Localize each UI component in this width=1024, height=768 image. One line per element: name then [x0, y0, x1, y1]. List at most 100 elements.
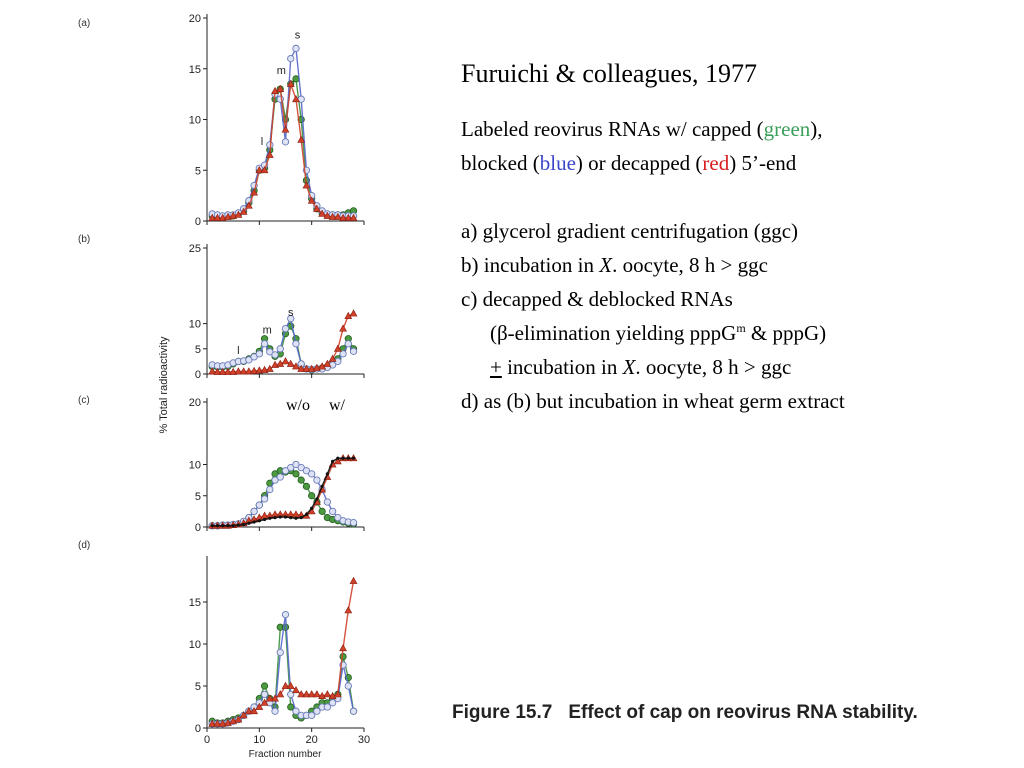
- description-line-2: blocked (blue) or decapped (red) 5’-end: [461, 151, 797, 175]
- panel-b: (b) 0 5 10 25 l m s: [78, 234, 365, 381]
- item-c-sub: (β-elimination yielding pppGm & pppG): [490, 321, 827, 345]
- data-point-blue: [281, 138, 290, 146]
- data-point-black: [231, 524, 235, 528]
- data-point-red: [333, 344, 342, 352]
- series-line-black: [212, 457, 354, 527]
- x-axis-title: Fraction number: [249, 749, 322, 760]
- y-tick-label: 5: [195, 165, 201, 177]
- data-point-blue: [250, 507, 258, 516]
- data-point-green: [297, 476, 305, 484]
- data-point-red: [344, 311, 353, 319]
- data-point-blue: [276, 473, 284, 481]
- data-point-red: [323, 690, 332, 698]
- data-point-red: [297, 364, 306, 372]
- data-point-red: [229, 367, 238, 375]
- data-point-blue: [349, 707, 358, 715]
- data-point-red: [213, 367, 222, 375]
- data-point-blue: [302, 467, 311, 475]
- data-point-black: [210, 524, 214, 528]
- data-point-blue: [292, 340, 300, 348]
- data-point-blue: [349, 347, 358, 355]
- data-point-red: [292, 362, 300, 370]
- data-point-red: [302, 364, 311, 372]
- data-point-red: [213, 213, 222, 221]
- data-point-red: [344, 606, 353, 614]
- panel-d: (d) 0 5 10 15: [78, 540, 365, 735]
- red-word: red: [702, 151, 730, 175]
- data-point-red: [239, 207, 248, 215]
- peak-label: s: [295, 29, 301, 41]
- data-point-blue: [255, 501, 263, 509]
- item-b: b) incubation in X. oocyte, 8 h > ggc: [461, 253, 768, 277]
- peak-label: s: [288, 307, 294, 319]
- data-point-blue: [349, 518, 358, 527]
- y-tick-label: 0: [195, 522, 201, 534]
- data-point-blue: [271, 476, 279, 484]
- data-point-blue: [292, 707, 300, 715]
- data-point-black: [341, 456, 345, 460]
- data-point-red: [260, 166, 269, 174]
- data-point-red: [333, 690, 342, 698]
- y-tick-label: 10: [189, 319, 201, 331]
- data-point-blue: [271, 351, 279, 359]
- y-tick-label: 10: [189, 460, 201, 472]
- data-point-black: [351, 456, 356, 460]
- data-point-blue: [308, 470, 316, 478]
- y-axis-title: % Total radioactivity: [158, 336, 170, 434]
- data-point-blue: [287, 54, 295, 63]
- data-point-black: [242, 522, 246, 527]
- data-point-blue: [276, 345, 284, 353]
- data-point-red: [224, 367, 232, 375]
- data-point-red: [271, 86, 279, 94]
- data-point-red: [265, 694, 274, 702]
- data-point-red: [239, 711, 248, 719]
- data-point-black: [273, 516, 277, 520]
- data-point-red: [218, 213, 227, 221]
- data-point-red: [208, 719, 217, 727]
- item-d: d) as (b) but incubation in wheat germ e…: [461, 389, 845, 413]
- data-point-red: [281, 125, 290, 133]
- data-point-blue: [260, 690, 269, 699]
- panel-label: (c): [78, 395, 90, 406]
- data-point-black: [315, 497, 319, 501]
- data-point-red: [307, 196, 316, 204]
- data-point-green: [287, 703, 295, 711]
- data-point-blue: [323, 703, 332, 711]
- peak-label: m: [263, 325, 272, 337]
- annotation-with: w/: [329, 397, 346, 414]
- data-point-blue: [328, 699, 337, 707]
- data-point-red: [255, 366, 264, 374]
- data-point-blue: [328, 507, 337, 516]
- data-point-red: [318, 362, 327, 370]
- data-point-black: [226, 524, 230, 528]
- x-tick-label: 30: [358, 734, 370, 746]
- data-point-black: [325, 472, 329, 476]
- data-point-red: [276, 690, 285, 698]
- data-point-red: [260, 365, 269, 373]
- panel-label: (d): [78, 540, 90, 551]
- data-point-red: [229, 211, 238, 219]
- data-point-blue: [266, 485, 274, 494]
- peak-label: m: [277, 65, 286, 77]
- data-point-red: [265, 150, 274, 158]
- green-word: green: [763, 117, 811, 141]
- y-tick-label: 15: [189, 597, 201, 609]
- data-point-green: [292, 470, 300, 478]
- data-point-black: [262, 517, 267, 522]
- data-point-red: [265, 364, 274, 372]
- data-point-red: [318, 209, 327, 217]
- data-point-red: [297, 690, 306, 698]
- data-point-black: [252, 520, 256, 524]
- data-point-green: [260, 682, 269, 690]
- series-line-green: [211, 626, 355, 724]
- data-point-blue: [276, 648, 284, 657]
- item-c: c) decapped & deblocked RNAs: [461, 287, 733, 311]
- figure-panels: (a) 0 5 10 15 20 l m s (b) 0 5 10 25 l m s (c) 0 5 10 20 w/o w/…: [78, 13, 370, 760]
- slide-title: Furuichi & colleagues, 1977: [461, 59, 758, 88]
- data-point-red: [213, 719, 222, 727]
- y-tick-label: 0: [195, 723, 201, 735]
- data-point-red: [333, 212, 342, 220]
- data-point-blue: [323, 498, 332, 506]
- peak-label: l: [261, 136, 263, 148]
- blue-word: blue: [539, 151, 576, 175]
